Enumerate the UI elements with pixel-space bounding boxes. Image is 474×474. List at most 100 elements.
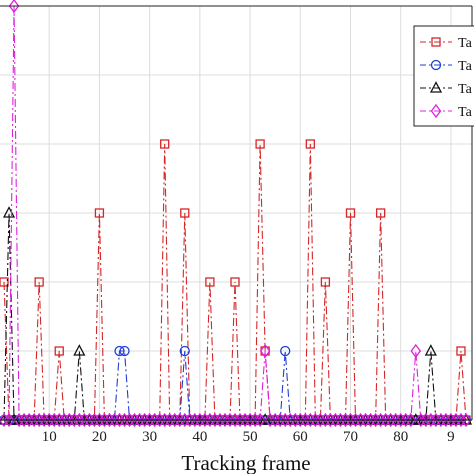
- data-point-diamond: [365, 412, 376, 428]
- data-point-triangle: [429, 81, 443, 93]
- data-point-diamond: [395, 412, 407, 428]
- data-point-diamond: [440, 412, 452, 428]
- data-point-diamond: [450, 412, 462, 428]
- data-point-diamond: [204, 412, 216, 428]
- data-point-diamond: [79, 412, 90, 428]
- data-point-square: [0, 277, 9, 287]
- data-point-square: [375, 208, 386, 218]
- data-point-diamond: [0, 412, 10, 428]
- data-point-diamond: [460, 412, 472, 428]
- data-point-diamond: [315, 412, 326, 428]
- legend-entry: Ta: [420, 36, 473, 51]
- data-point-diamond: [38, 412, 50, 428]
- data-point-diamond: [18, 412, 30, 428]
- data-point-diamond: [8, 0, 20, 14]
- data-point-diamond: [244, 412, 256, 428]
- data-point-triangle: [459, 413, 473, 425]
- data-point-diamond: [84, 412, 95, 428]
- x-tick-label: 50: [243, 429, 258, 445]
- data-point-diamond: [360, 412, 371, 428]
- data-point-diamond: [330, 412, 341, 428]
- data-point-diamond: [74, 412, 85, 428]
- data-point-diamond: [385, 412, 396, 428]
- data-point-diamond: [445, 412, 457, 428]
- data-point-diamond: [89, 412, 100, 428]
- data-point-diamond: [355, 412, 366, 428]
- x-tick-label: 80: [393, 429, 408, 445]
- data-point-diamond: [194, 412, 206, 428]
- data-point-square: [34, 277, 44, 287]
- data-point-diamond: [28, 412, 40, 428]
- data-point-diamond: [33, 412, 45, 428]
- data-point-triangle: [0, 413, 11, 425]
- legend-label: Ta: [458, 59, 473, 74]
- data-point-diamond: [214, 412, 226, 428]
- data-point-diamond: [279, 412, 291, 428]
- data-point-diamond: [415, 412, 427, 428]
- data-point-diamond: [294, 412, 306, 428]
- data-point-diamond: [94, 412, 105, 428]
- data-point-diamond: [114, 412, 125, 428]
- x-tick-label: 70: [343, 429, 358, 445]
- x-tick-label: 40: [192, 429, 207, 445]
- data-point-diamond: [254, 412, 266, 428]
- data-point-diamond: [269, 412, 281, 428]
- data-point-diamond: [109, 412, 120, 428]
- x-tick-label: 10: [42, 429, 57, 445]
- data-point-square: [431, 37, 441, 47]
- data-point-diamond: [63, 412, 75, 428]
- data-point-diamond: [164, 412, 176, 428]
- data-point-diamond: [209, 412, 221, 428]
- x-tick-label: 60: [293, 429, 308, 445]
- data-point-circle: [114, 345, 125, 357]
- data-point-circle: [119, 345, 130, 357]
- legend-entry: Ta: [420, 81, 473, 97]
- data-point-diamond: [375, 412, 386, 428]
- data-point-diamond: [43, 412, 55, 428]
- data-point-diamond: [104, 412, 115, 428]
- data-point-diamond: [390, 412, 402, 428]
- data-point-diamond: [189, 412, 201, 428]
- data-point-square: [320, 277, 331, 287]
- x-axis-title: Tracking frame: [181, 451, 310, 474]
- data-point-triangle: [424, 344, 437, 356]
- data-point-diamond: [410, 343, 422, 359]
- data-point-diamond: [249, 412, 261, 428]
- data-point-diamond: [154, 412, 165, 428]
- data-point-triangle: [68, 413, 81, 425]
- data-point-diamond: [430, 103, 442, 119]
- legend: Ta Ta Ta Ta: [413, 25, 474, 127]
- data-point-square: [205, 277, 215, 287]
- data-point-diamond: [23, 412, 35, 428]
- data-point-diamond: [274, 412, 286, 428]
- data-point-diamond: [325, 412, 336, 428]
- data-point-square: [305, 139, 315, 149]
- data-point-diamond: [299, 412, 311, 428]
- data-point-diamond: [320, 412, 331, 428]
- data-point-diamond: [350, 412, 361, 428]
- data-point-diamond: [264, 412, 276, 428]
- legend-entry: Ta: [420, 103, 473, 120]
- data-point-diamond: [174, 412, 186, 428]
- data-point-diamond: [149, 412, 160, 428]
- data-point-diamond: [99, 412, 110, 428]
- data-point-diamond: [370, 412, 381, 428]
- data-point-diamond: [345, 412, 356, 428]
- data-point-diamond: [455, 412, 467, 428]
- data-point-diamond: [234, 412, 246, 428]
- data-point-diamond: [289, 412, 301, 428]
- data-point-diamond: [199, 412, 211, 428]
- grid: [0, 5, 472, 420]
- legend-label: Ta: [458, 36, 473, 51]
- data-point-diamond: [68, 412, 80, 428]
- data-point-diamond: [310, 412, 321, 428]
- data-point-diamond: [224, 412, 236, 428]
- data-point-diamond: [335, 412, 346, 428]
- data-point-diamond: [159, 412, 171, 428]
- x-tick-label: 20: [92, 429, 107, 445]
- data-point-diamond: [305, 412, 316, 428]
- data-point-diamond: [284, 412, 296, 428]
- data-point-square: [54, 346, 64, 356]
- data-point-diamond: [119, 412, 130, 428]
- data-point-diamond: [420, 412, 432, 428]
